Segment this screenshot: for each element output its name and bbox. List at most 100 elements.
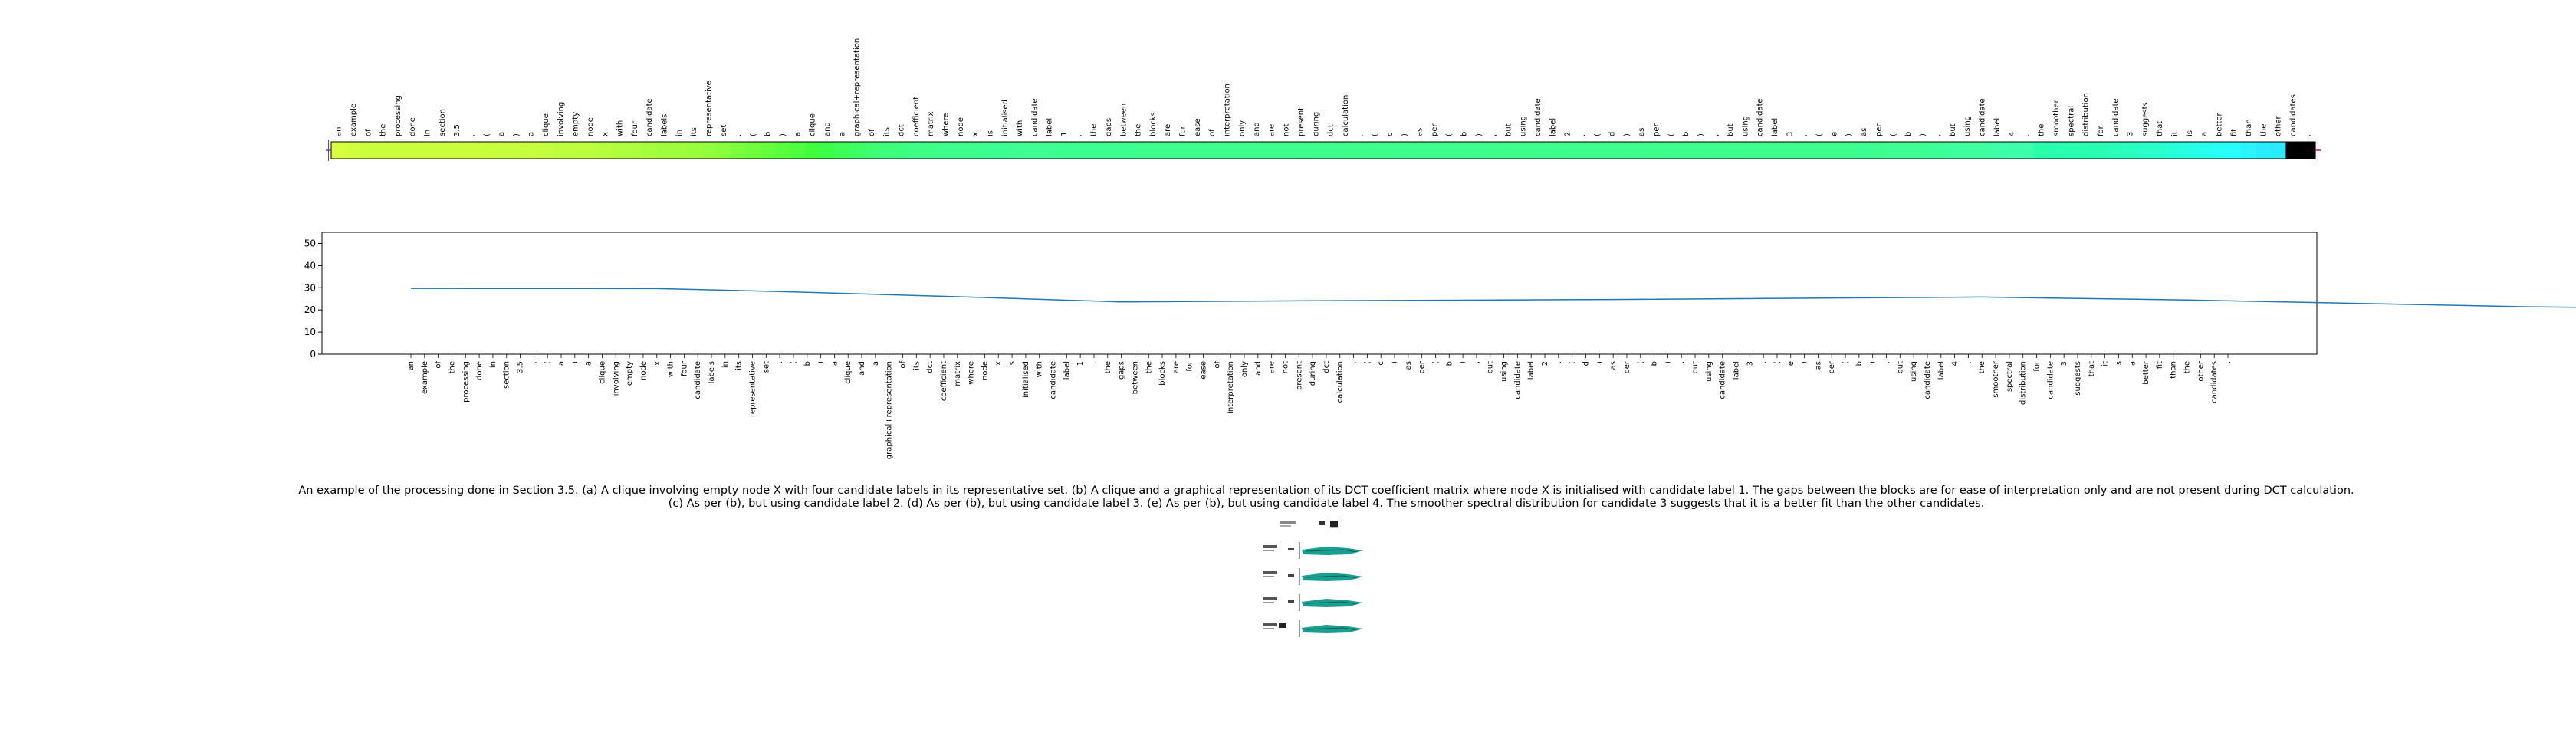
- x-tick-label: ): [1391, 361, 1399, 364]
- x-tick-label: with: [667, 361, 675, 377]
- x-tick-label: candidate: [2046, 361, 2055, 399]
- heatmap-cell: [449, 142, 465, 159]
- x-tick-label: are: [1172, 361, 1181, 373]
- x-tick-label: calculation: [1336, 361, 1345, 402]
- heatmap-token-label: as: [1416, 128, 1424, 136]
- x-tick-label: label: [1733, 361, 1741, 380]
- heatmap-cell: [2167, 142, 2183, 159]
- x-tick-label: during: [1309, 361, 1317, 386]
- heatmap-token-label: label: [1046, 118, 1054, 136]
- x-tick-label: but: [1487, 361, 1495, 374]
- heatmap-token-label: ): [1697, 133, 1706, 136]
- x-tick-label: gaps: [1118, 361, 1126, 380]
- heatmap-cell: [508, 142, 524, 159]
- x-tick-label: per: [1418, 360, 1427, 374]
- x-tick-label: between: [1131, 361, 1139, 394]
- x-tick-label: b: [1651, 361, 1659, 366]
- heatmap-token-label: candidate: [1756, 98, 1765, 136]
- x-tick-label: (: [1842, 361, 1850, 364]
- heatmap-token-label: ): [1919, 133, 1927, 136]
- x-tick-label: for: [2033, 360, 2042, 372]
- heatmap-cell: [938, 142, 954, 159]
- heatmap-token-label: candidate: [2111, 98, 2120, 136]
- heatmap-token-label: blocks: [1149, 112, 1158, 136]
- heatmap-token-label: for: [2097, 125, 2105, 136]
- heatmap-cell: [2241, 142, 2257, 159]
- heatmap-cell: [1352, 142, 1368, 159]
- heatmap-token-label: smoother: [2052, 99, 2061, 136]
- heatmap-token-label: c: [1386, 133, 1395, 137]
- heatmap-token-label: empty: [572, 112, 580, 136]
- heatmap-cell: [1575, 142, 1591, 159]
- y-tick-label: 40: [304, 260, 316, 271]
- y-tick-label: 50: [304, 238, 316, 248]
- x-tick-label: the: [1104, 361, 1112, 373]
- x-tick-label: four: [680, 360, 688, 376]
- heatmap-token-label: (: [749, 133, 757, 136]
- x-tick-label: candidates: [2210, 361, 2219, 403]
- heatmap-token-label: a: [498, 132, 506, 136]
- x-tick-label: the: [449, 361, 457, 373]
- heatmap-cell: [2108, 142, 2124, 159]
- heatmap-cell: [1145, 142, 1162, 159]
- x-tick-label: ,: [1473, 361, 1481, 363]
- x-tick-label: than: [2170, 361, 2178, 379]
- heatmap-token-label: x: [971, 132, 980, 136]
- x-tick-label: is: [1008, 361, 1017, 367]
- heatmap-cell: [1678, 142, 1694, 159]
- heatmap-token-label: the: [1090, 124, 1099, 136]
- heatmap-token-label: .: [1356, 134, 1365, 136]
- x-tick-label: ease: [1200, 361, 1208, 380]
- x-tick-label: per: [1828, 360, 1836, 374]
- heatmap-cell: [1263, 142, 1280, 159]
- x-tick-label: smoother: [1992, 360, 2000, 398]
- line-plot-y-ticks: 0 10 20 30 40 50: [304, 238, 322, 360]
- heatmap-cell: [775, 142, 791, 159]
- heatmap-cell: [2196, 142, 2213, 159]
- heatmap-token-label: ): [1845, 133, 1854, 136]
- x-tick-label: using: [1500, 361, 1509, 382]
- heatmap-cell: [1500, 142, 1516, 159]
- heatmap-token-label: dct: [1327, 124, 1336, 136]
- x-tick-label: .: [530, 361, 538, 363]
- heatmap-cell: [820, 142, 836, 159]
- heatmap-token-label: per: [1653, 123, 1661, 137]
- heatmap-cell: [1901, 142, 1917, 159]
- heatmap-cell: [1545, 142, 1561, 159]
- x-tick-label: clique: [599, 361, 607, 384]
- x-tick-label: a: [585, 361, 593, 366]
- heatmap-cell: [923, 142, 939, 159]
- heatmap-cell: [1753, 142, 1768, 159]
- x-tick-label: dct: [926, 361, 935, 373]
- heatmap-token-label: ): [512, 133, 521, 136]
- heatmap-cell: [1708, 142, 1724, 159]
- panel-a: [1280, 521, 1338, 528]
- heatmap-token-label: than: [2245, 119, 2253, 136]
- heatmap-cell: [909, 142, 925, 159]
- x-tick-label: ): [1869, 361, 1878, 364]
- heatmap-cell: [1219, 142, 1235, 159]
- heatmap-cell: [524, 142, 539, 159]
- x-tick-label: ): [1459, 361, 1467, 364]
- heatmap-token-label: a: [527, 132, 536, 136]
- x-tick-label: coefficient: [940, 361, 948, 401]
- heatmap-token-label: is: [986, 130, 994, 136]
- heatmap-cell: [2137, 142, 2154, 159]
- x-tick-label: a: [830, 361, 839, 366]
- heatmap-token-label: b: [1460, 132, 1469, 136]
- x-tick-label: the: [2183, 361, 2192, 373]
- heatmap-token-label: .: [1075, 134, 1083, 136]
- heatmap-token-label: per: [1431, 123, 1439, 137]
- y-tick-label: 30: [304, 282, 316, 293]
- x-tick-label: representative: [749, 361, 757, 417]
- heatmap-cell: [1367, 142, 1383, 159]
- heatmap-token-label: graphical+representation: [853, 38, 862, 136]
- heatmap-token-label: .: [2304, 134, 2312, 136]
- x-tick-label: .: [1090, 361, 1099, 363]
- heatmap-token-label: suggests: [2141, 102, 2150, 136]
- heatmap-token-label: b: [1682, 132, 1691, 136]
- heatmap-token-label: of: [1208, 129, 1217, 136]
- y-tick-label: 0: [310, 349, 316, 360]
- x-tick-label: b: [1855, 361, 1864, 366]
- x-tick-label: interpretation: [1227, 361, 1235, 414]
